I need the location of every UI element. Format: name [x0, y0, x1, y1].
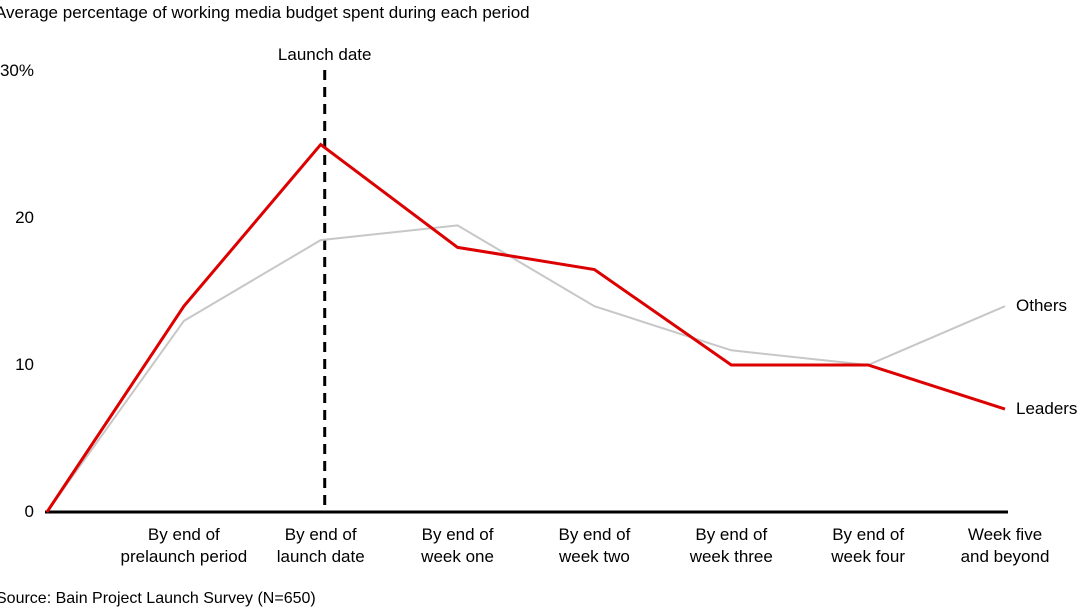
y-tick-label-30: 30%: [0, 61, 34, 80]
x-category-label: Week five and beyond: [960, 525, 1050, 566]
leaders-series-line: [45, 142, 1006, 513]
y-tick-label-0: 0: [24, 502, 34, 521]
series-end-label-others: Others: [1016, 296, 1068, 316]
x-category-label: By end of week two: [558, 525, 631, 566]
others-series-line: [46, 224, 1006, 513]
chart-title: Average percentage of working media budg…: [0, 3, 530, 22]
source-note: Source: Bain Project Launch Survey (N=65…: [0, 590, 316, 607]
x-category-label: By end of week three: [689, 525, 773, 566]
series-end-label-leaders: Leaders: [1016, 399, 1078, 419]
x-category-label: By end of launch date: [276, 525, 365, 566]
y-tick-label-10: 10: [15, 355, 34, 374]
x-category-label: By end of prelaunch period: [120, 525, 248, 566]
launch-date-annotation: Launch date: [277, 45, 372, 64]
x-category-label: By end of week four: [831, 525, 905, 566]
y-tick-label-20: 20: [15, 208, 34, 227]
x-category-label: By end of week one: [421, 525, 494, 566]
